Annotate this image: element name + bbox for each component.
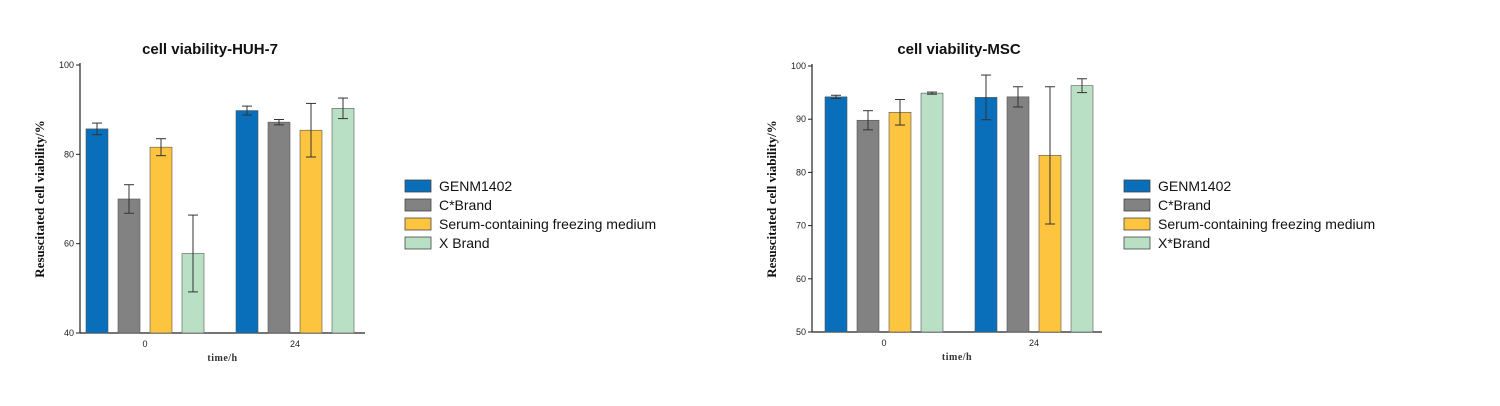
bar [299, 129, 323, 334]
bar [974, 97, 998, 333]
x-axis-label: time/h [942, 352, 972, 363]
legend-swatch [1123, 217, 1151, 231]
bar [1006, 96, 1030, 333]
y-tick-label: 100 [59, 60, 74, 70]
y-axis-label: Resuscitated cell viability/% [32, 120, 47, 277]
legend-swatch [404, 179, 432, 193]
legend-swatch [404, 198, 432, 212]
legend-label: X Brand [439, 235, 490, 251]
y-tick-label: 60 [64, 239, 74, 249]
y-tick-label: 60 [796, 274, 806, 284]
legend-swatch [1123, 236, 1151, 250]
bar [888, 111, 912, 333]
y-tick-label: 80 [796, 167, 806, 177]
legend-label: C*Brand [439, 197, 492, 213]
y-axis-label: Resuscitated cell viability/% [764, 120, 779, 277]
chart-huh7: cell viability-HUH-7 Resuscitated cell vi… [32, 41, 656, 364]
x-tick-label: 24 [1029, 338, 1039, 348]
legend-label: X*Brand [1158, 235, 1210, 251]
y-tick-label: 100 [791, 61, 806, 71]
legend-label: GENM1402 [439, 178, 512, 194]
chart-title: cell viability-MSC [897, 41, 1021, 58]
legend-swatch [1123, 179, 1151, 193]
bar [856, 119, 880, 333]
bar [149, 146, 173, 334]
bar [85, 128, 109, 334]
x-tick-label: 0 [142, 339, 147, 349]
y-tick-label: 80 [64, 149, 74, 159]
chart-title: cell viability-HUH-7 [142, 41, 278, 58]
bar [920, 92, 944, 333]
y-tick-label: 90 [796, 114, 806, 124]
bar [267, 121, 291, 334]
y-tick-label: 50 [796, 327, 806, 337]
bar [331, 108, 355, 334]
x-tick-label: 0 [881, 338, 886, 348]
legend-label: Serum-containing freezing medium [1158, 216, 1375, 232]
bar [824, 96, 848, 333]
legend-label: Serum-containing freezing medium [439, 216, 656, 232]
y-tick-label: 70 [796, 221, 806, 231]
chart-panel-huh7: cell viability-HUH-7 Resuscitated cell vi… [0, 0, 750, 401]
chart-panel-msc: cell viability-MSC Resuscitated cell viab… [750, 0, 1500, 401]
chart-msc: cell viability-MSC Resuscitated cell viab… [764, 41, 1375, 363]
x-axis-label: time/h [207, 353, 237, 364]
legend-label: C*Brand [1158, 197, 1211, 213]
bar [117, 198, 141, 334]
x-tick-label: 24 [290, 339, 300, 349]
legend-swatch [404, 217, 432, 231]
bar [1070, 85, 1094, 333]
legend-label: GENM1402 [1158, 178, 1231, 194]
legend-swatch [404, 236, 432, 250]
bar [235, 110, 259, 334]
legend-swatch [1123, 198, 1151, 212]
y-tick-label: 40 [64, 328, 74, 338]
